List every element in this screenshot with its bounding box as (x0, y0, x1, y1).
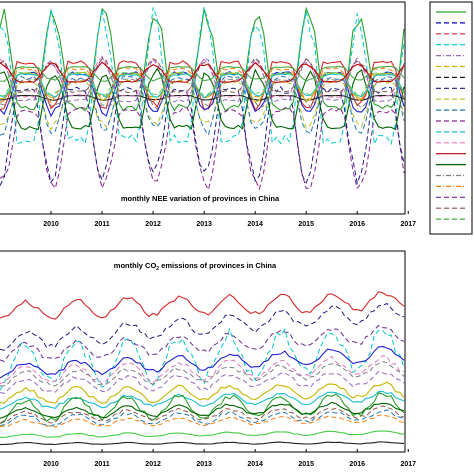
nee-series-line (0, 73, 405, 99)
co2-series-line (0, 361, 405, 387)
co2-series-line (0, 392, 405, 425)
x-tick-label: 2013 (196, 221, 212, 228)
nee-series-line (0, 71, 405, 97)
x-tick-label: 2012 (145, 461, 161, 468)
nee-plot-frame (0, 1, 406, 215)
nee-title: monthly NEE variation of provinces in Ch… (121, 194, 280, 203)
x-tick-label: 2016 (349, 221, 365, 228)
x-tick-label: 2017 (400, 461, 416, 468)
x-tick-label: 2010 (43, 461, 59, 468)
x-tick-label: 2011 (94, 221, 109, 228)
nee-series-line (0, 66, 405, 82)
x-tick-label: 2011 (94, 461, 109, 468)
co2-series-line (0, 324, 405, 363)
nee-series-line (0, 78, 405, 110)
co2-title: monthly CO2 emissions of provinces in Ch… (114, 261, 277, 272)
co2-series-line (0, 302, 405, 351)
co2-series-line (0, 381, 405, 404)
x-tick-label: 2016 (349, 461, 365, 468)
x-tick-label: 2010 (43, 221, 59, 228)
co2-plot-frame (0, 250, 406, 453)
nee-series-line (0, 75, 405, 137)
co2-x-axis: 2010 2011 2012 2013 2014 2015 2016 2017 (43, 449, 416, 468)
co2-chart: 2010 2011 2012 2013 2014 2015 2016 2017 monthly… (0, 250, 416, 468)
co2-series-line (0, 355, 404, 386)
co2-series-line (0, 390, 405, 410)
x-tick-label: 2014 (247, 461, 263, 468)
x-tick-label: 2015 (298, 221, 314, 228)
nee-x-axis: 2010 2011 2012 2013 2014 2015 2016 2017 (43, 211, 416, 228)
co2-series-line (0, 401, 405, 419)
nee-series-line (0, 56, 405, 98)
nee-series-line (0, 55, 405, 103)
x-tick-label: 2014 (247, 221, 263, 228)
nee-series-group (0, 6, 405, 192)
x-tick-label: 2017 (400, 221, 416, 228)
x-tick-label: 2013 (196, 461, 212, 468)
nee-series-line (0, 106, 405, 192)
nee-series-line (0, 61, 405, 83)
co2-series-line (0, 441, 405, 446)
co2-series-line (0, 414, 405, 428)
nee-series-line (0, 7, 405, 146)
co2-series-line (0, 409, 405, 427)
nee-series-line (0, 67, 405, 131)
co2-series-line (0, 430, 405, 439)
nee-series-line (0, 85, 405, 186)
x-tick-label: 2015 (298, 461, 314, 468)
co2-series-group (0, 291, 405, 446)
co2-series-line (0, 291, 405, 320)
nee-series-line (0, 67, 405, 104)
co2-series-line (0, 346, 405, 379)
legend-entries (436, 11, 466, 220)
nee-series-line (0, 56, 405, 94)
co2-title-subscript: 2 (156, 266, 159, 272)
co2-series-line (0, 327, 405, 391)
nee-chart: 2010 2011 2012 2013 2014 2015 2016 2017 monthly… (0, 1, 416, 228)
x-tick-label: 2012 (145, 221, 161, 228)
legend-frame (429, 1, 473, 235)
nee-series-line (0, 94, 405, 101)
co2-series-line (0, 370, 405, 394)
co2-title-rest: emissions of provinces in China (159, 261, 277, 270)
co2-title-main: monthly CO (114, 261, 157, 270)
nee-series-line (0, 60, 405, 111)
legend (429, 1, 473, 235)
